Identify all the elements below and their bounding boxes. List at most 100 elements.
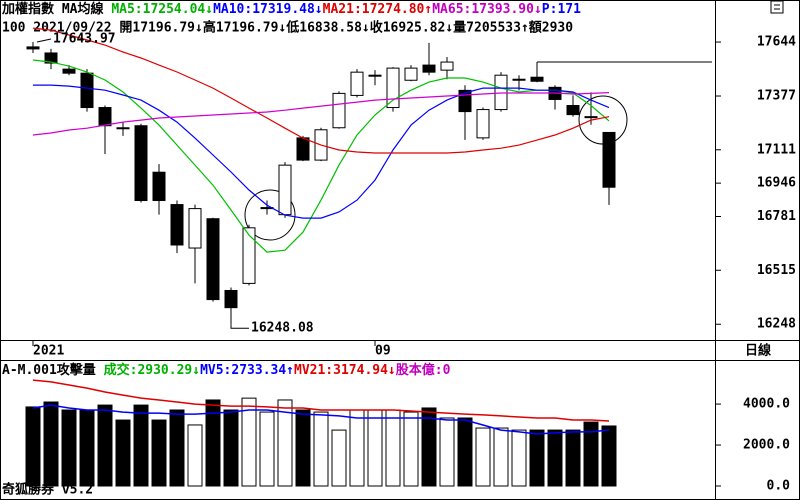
candle-body — [170, 204, 184, 246]
candle-body — [584, 116, 598, 119]
candle-body — [494, 74, 508, 111]
header-segment: 股本億:0 — [396, 362, 451, 378]
period-label[interactable]: 日線 — [745, 343, 772, 359]
mv-line — [32, 379, 610, 422]
ma-line — [32, 27, 610, 154]
volume-bar — [43, 401, 59, 487]
candle-body — [242, 227, 256, 284]
header-text: 加權指數 MA均線 MA5:17254.04↓MA10:17319.48↓MA2… — [1, 1, 581, 17]
volume-bar — [349, 409, 365, 487]
volume-bar — [457, 417, 473, 487]
candle-body — [26, 46, 40, 50]
candle-body — [422, 64, 436, 73]
candle-body — [296, 137, 310, 161]
menu-icon[interactable] — [770, 0, 784, 14]
candle-body — [530, 76, 544, 82]
candle-body — [368, 74, 382, 77]
annotation-line — [36, 38, 52, 43]
volume-bar — [421, 407, 437, 487]
candle-body — [188, 208, 202, 249]
header-segment: MA5:17254.04↓ — [111, 2, 213, 17]
y-tick-label: 4000.0 — [743, 397, 790, 412]
y-tick-label: 17377 — [757, 89, 796, 104]
volume-bar — [277, 399, 293, 487]
candle-body — [224, 289, 238, 309]
candle-body — [62, 68, 76, 74]
x-tick-label: 2021 — [33, 344, 64, 359]
y-tick-label: 0.0 — [767, 479, 791, 494]
y-tick-label: 16781 — [757, 209, 796, 224]
y-tick-label: 16946 — [757, 176, 796, 191]
volume-bar — [475, 427, 491, 487]
volume-bar — [403, 411, 419, 487]
volume-bar — [331, 429, 347, 487]
candle-body — [512, 78, 526, 81]
candle-body — [134, 125, 148, 202]
ma-line — [32, 92, 610, 136]
header-segment: MV5:2733.34↑ — [200, 363, 294, 378]
volume-bar — [25, 406, 41, 487]
y-tick-label: 16248 — [757, 317, 796, 332]
ma-line — [33, 84, 610, 219]
y-tick-label: 2000.0 — [743, 438, 790, 453]
volume-bar — [439, 417, 455, 487]
volume-bar — [511, 429, 527, 487]
y-tick-label: 16515 — [757, 263, 796, 278]
candle-body — [440, 61, 454, 71]
volume-bar — [115, 419, 131, 487]
candle-body — [206, 218, 220, 301]
header-text: A-M.001攻擊量 成交:2930.29↓MV5:2733.34↑MV21:3… — [2, 362, 451, 378]
candle-body — [602, 131, 616, 188]
volume-bar — [565, 429, 581, 487]
volume-bar — [151, 419, 167, 487]
header-segment: P:171 — [542, 2, 581, 17]
candle-body — [116, 127, 130, 130]
header-segment: MV21:3174.94↓ — [294, 363, 396, 378]
ma-line — [32, 59, 610, 253]
highlight-circle — [244, 189, 296, 241]
volume-bar — [367, 409, 383, 487]
candle-body — [44, 52, 58, 64]
volume-bar — [169, 409, 185, 487]
volume-bar — [583, 421, 599, 487]
annotation: 16248.08 — [251, 321, 314, 336]
header-segment: 成交:2930.29↓ — [104, 362, 200, 378]
volume-bar — [493, 427, 509, 487]
candle-body — [476, 109, 490, 139]
candle-body — [332, 92, 346, 129]
candle-body — [152, 171, 166, 202]
volume-bar — [79, 409, 95, 487]
candle-body — [566, 105, 580, 116]
volume-bar — [295, 409, 311, 487]
volume-bar — [529, 429, 545, 487]
mv-line — [32, 404, 610, 435]
header-segment: 加權指數 MA均線 — [1, 1, 111, 17]
volume-bar — [61, 409, 77, 487]
header-segment: A-M.001攻擊量 — [2, 362, 104, 378]
candle-body — [278, 164, 292, 216]
candle-body — [386, 67, 400, 109]
volume-bar — [133, 404, 149, 487]
volume-bar — [547, 429, 563, 487]
candle-body — [404, 67, 418, 81]
y-tick-label: 17111 — [757, 142, 796, 157]
volume-bar — [97, 404, 113, 487]
y-tick-label: 17644 — [757, 35, 796, 50]
quote-line: 100 2021/09/22 開17196.79↓高17196.79↓低1683… — [2, 20, 573, 36]
volume-bar — [385, 409, 401, 487]
volume-bar — [187, 424, 203, 487]
volume-bar — [313, 411, 329, 487]
header-segment: MA65:17393.90↓ — [432, 2, 542, 17]
candle-body — [350, 71, 364, 96]
x-tick-label: 09 — [375, 344, 391, 359]
volume-bar — [601, 425, 617, 487]
volume-bar — [259, 411, 275, 487]
header-segment: MA10:17319.48↓ — [213, 2, 323, 17]
annotation-line — [230, 324, 249, 329]
header-segment: MA21:17274.80↑ — [323, 2, 433, 17]
candle-body — [98, 107, 112, 127]
volume-bar — [223, 409, 239, 487]
annotation: 17643.97 — [53, 32, 116, 47]
